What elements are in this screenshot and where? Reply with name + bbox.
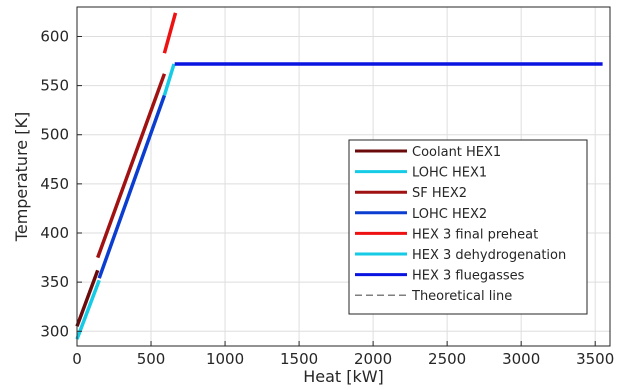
legend: Coolant HEX1 LOHC HEX1 SF HEX2 LOHC HEX2 HEX… <box>348 139 588 315</box>
legend-box <box>348 139 588 315</box>
x-tick-label: 2000 <box>354 350 392 368</box>
y-axis-label: Temperature [K] <box>12 112 31 242</box>
y-tick-label: 500 <box>40 126 69 144</box>
legend-label: SF HEX2 <box>412 186 467 201</box>
x-tick-label: 3500 <box>576 350 614 368</box>
legend-label: Theoretical line <box>411 289 512 304</box>
series-line-2 <box>96 73 167 259</box>
y-tick-label: 350 <box>40 273 69 291</box>
x-tick-label: 1000 <box>206 350 244 368</box>
legend-label: HEX 3 fluegasses <box>412 269 525 284</box>
legend-label: HEX 3 final preheat <box>412 227 538 242</box>
x-tick-label: 1500 <box>280 350 318 368</box>
series-line-1 <box>75 279 101 340</box>
x-tick-label: 0 <box>72 350 82 368</box>
plot-frame <box>76 6 611 347</box>
x-tick-label: 2500 <box>428 350 466 368</box>
y-tick-label: 600 <box>40 27 69 45</box>
y-tick-label: 550 <box>40 77 69 95</box>
series-line-5 <box>162 63 176 96</box>
series-line-4 <box>162 12 178 54</box>
x-axis-label: Heat [kW] <box>303 367 384 386</box>
series-line-3 <box>97 94 167 279</box>
x-tick-label: 3000 <box>502 350 540 368</box>
series-line-0 <box>75 269 100 327</box>
series-layer <box>75 12 603 340</box>
tick-layer: 0 500 1000 1500 2000 2500 3000 3500 300 350 400 450… <box>40 27 614 368</box>
legend-label: HEX 3 dehydrogenation <box>412 248 566 263</box>
y-tick-label: 400 <box>40 224 69 242</box>
legend-label: Coolant HEX1 <box>412 145 501 160</box>
x-tick-label: 500 <box>137 350 166 368</box>
y-tick-label: 450 <box>40 175 69 193</box>
legend-label: LOHC HEX2 <box>412 207 487 222</box>
y-tick-label: 300 <box>40 322 69 340</box>
legend-label: LOHC HEX1 <box>412 166 487 181</box>
